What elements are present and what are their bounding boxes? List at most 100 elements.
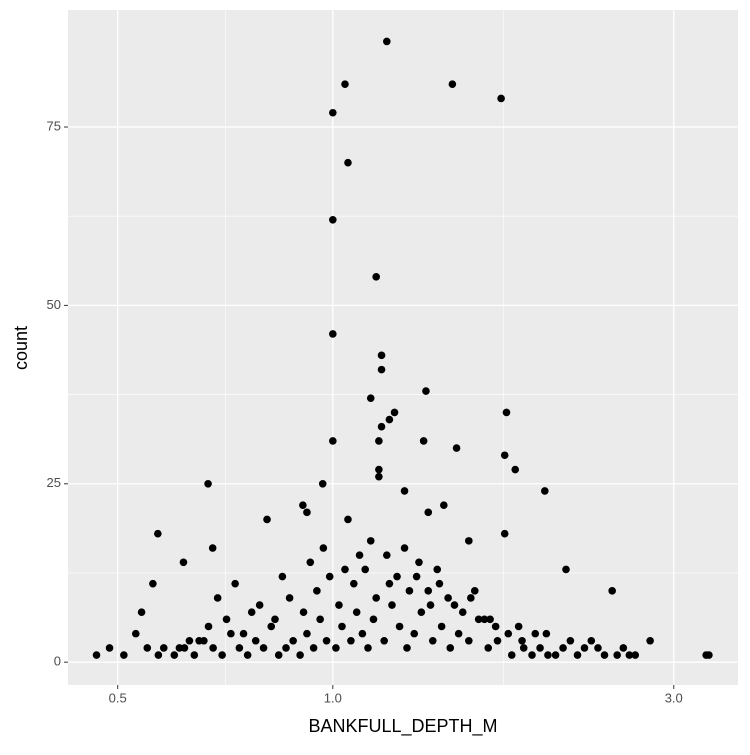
- point: [444, 594, 452, 602]
- point: [329, 437, 337, 445]
- point: [511, 465, 520, 474]
- point: [259, 644, 268, 652]
- point: [440, 501, 448, 509]
- point: [465, 537, 473, 545]
- point: [393, 572, 401, 581]
- point: [467, 594, 475, 602]
- y-tick-label: 25: [47, 475, 61, 490]
- point: [705, 651, 713, 659]
- point: [209, 644, 217, 652]
- point: [289, 636, 297, 645]
- point: [299, 608, 308, 617]
- point: [480, 615, 489, 624]
- point: [204, 479, 212, 488]
- point: [377, 422, 386, 431]
- point: [566, 636, 575, 645]
- point: [313, 587, 321, 595]
- y-axis-title: count: [11, 326, 31, 370]
- point: [514, 622, 523, 631]
- point: [454, 629, 463, 638]
- point: [222, 615, 231, 624]
- point: [341, 80, 349, 89]
- point: [493, 636, 502, 645]
- point: [613, 651, 621, 659]
- point: [299, 501, 307, 509]
- point: [149, 579, 157, 588]
- point: [380, 636, 388, 645]
- point: [504, 629, 513, 638]
- point: [329, 108, 337, 117]
- point: [271, 615, 279, 624]
- point: [154, 529, 162, 538]
- point: [405, 587, 414, 595]
- point: [415, 558, 423, 567]
- point: [316, 615, 324, 624]
- point: [267, 622, 276, 631]
- point: [474, 615, 483, 624]
- point: [450, 601, 459, 609]
- point: [303, 629, 311, 638]
- point: [559, 644, 567, 652]
- point: [382, 37, 391, 46]
- point: [369, 615, 378, 624]
- point: [608, 587, 616, 595]
- point: [433, 565, 442, 574]
- point: [235, 644, 244, 652]
- point: [619, 644, 628, 652]
- point: [218, 651, 226, 659]
- point: [92, 651, 101, 659]
- point: [344, 158, 352, 167]
- point: [587, 636, 596, 645]
- y-tick-label: 50: [47, 297, 61, 312]
- point: [424, 587, 433, 595]
- point: [251, 636, 260, 645]
- point: [208, 544, 217, 552]
- point: [497, 94, 505, 103]
- point: [372, 273, 380, 281]
- x-tick-label: 3.0: [665, 690, 683, 705]
- point: [562, 565, 570, 574]
- point: [385, 579, 394, 588]
- point: [296, 651, 304, 659]
- point: [452, 444, 461, 452]
- point: [400, 487, 409, 495]
- point: [382, 551, 391, 559]
- point: [325, 572, 334, 581]
- point: [143, 644, 152, 652]
- point: [528, 651, 536, 659]
- point: [344, 515, 352, 524]
- point: [419, 437, 428, 445]
- point: [551, 651, 560, 659]
- point: [341, 565, 349, 574]
- point: [542, 629, 551, 638]
- point: [352, 608, 361, 617]
- point: [412, 572, 421, 581]
- point: [486, 615, 494, 624]
- point: [625, 651, 634, 659]
- point: [600, 651, 609, 659]
- point: [375, 465, 383, 474]
- point: [247, 608, 256, 617]
- point: [306, 558, 315, 567]
- point: [355, 551, 364, 559]
- point: [105, 644, 114, 652]
- point: [500, 451, 509, 460]
- point: [388, 601, 396, 609]
- point: [329, 330, 337, 338]
- y-tick-label: 0: [54, 654, 61, 669]
- point: [518, 636, 526, 645]
- point: [137, 608, 146, 617]
- point: [282, 644, 290, 652]
- point: [448, 80, 457, 89]
- panel: [68, 10, 738, 685]
- point: [458, 608, 467, 617]
- point: [185, 636, 194, 645]
- point: [285, 594, 294, 602]
- point: [377, 365, 386, 374]
- point: [120, 651, 128, 659]
- point: [364, 644, 372, 652]
- point: [446, 644, 455, 652]
- point: [366, 394, 375, 402]
- point: [544, 651, 552, 659]
- point: [332, 644, 340, 652]
